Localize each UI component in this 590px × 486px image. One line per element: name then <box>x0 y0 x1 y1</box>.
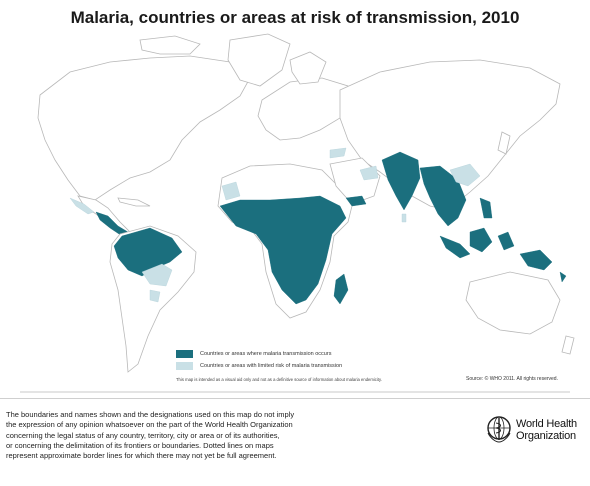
south-asia-risk <box>381 151 421 211</box>
legend-item-limited: Countries or areas with limited risk of … <box>176 360 342 372</box>
australia <box>465 271 561 335</box>
source-note: Source: © WHO 2011. All rights reserved. <box>466 376 558 382</box>
footer-line: the expression of any opinion whatsoever… <box>6 420 293 430</box>
solomon-risk <box>559 271 567 283</box>
footer-line: represent approximate border lines for w… <box>6 451 277 461</box>
legend-swatch-transmission <box>176 350 193 358</box>
map-title: Malaria, countries or areas at risk of t… <box>70 8 520 27</box>
legend-swatch-limited <box>176 362 193 370</box>
europe <box>257 77 353 141</box>
map-frame: Malaria, countries or areas at risk of t… <box>0 8 590 399</box>
who-name-line2: Organization <box>516 430 576 442</box>
who-emblem-icon <box>487 416 511 443</box>
footer-line: The boundaries and names shown and the d… <box>6 410 295 419</box>
philippines-risk <box>479 197 493 219</box>
canada-islands <box>139 35 201 55</box>
china-limited <box>449 163 481 187</box>
footer-disclaimer: The boundaries and names shown and the d… <box>6 410 446 461</box>
north-america <box>37 55 251 201</box>
indonesia-risk-2 <box>469 227 493 253</box>
indonesia-risk-3 <box>497 231 515 251</box>
south-america-limited <box>141 263 173 287</box>
yemen-risk <box>345 195 367 207</box>
caribbean <box>117 197 151 207</box>
greenland <box>227 33 291 87</box>
mexico-limited <box>69 197 95 215</box>
southeast-asia-risk <box>419 165 467 227</box>
new-guinea-risk <box>519 249 553 271</box>
who-name: World Health Organization <box>516 418 577 442</box>
madagascar <box>333 273 349 305</box>
japan <box>497 131 511 155</box>
iran-limited <box>359 165 379 181</box>
legend-item-transmission: Countries or areas where malaria transmi… <box>176 348 342 360</box>
north-africa-limited <box>221 181 241 201</box>
map-disclaimer: This map is intended as a visual aid onl… <box>176 377 382 382</box>
turkey-limited <box>329 147 347 159</box>
paraguay-limited <box>149 289 161 303</box>
footer-line: or concerning the delimitation of its fr… <box>6 440 274 450</box>
footer-line: concerning the legal status of any count… <box>6 430 280 440</box>
who-name-line1: World Health <box>516 418 577 430</box>
indonesia-risk-1 <box>439 235 471 259</box>
legend-label-transmission: Countries or areas where malaria transmi… <box>200 351 332 357</box>
who-logo: World Health Organization <box>486 415 586 445</box>
legend: Countries or areas where malaria transmi… <box>176 348 342 372</box>
new-zealand <box>561 335 575 355</box>
world-map <box>20 33 575 393</box>
africa-risk <box>219 195 347 305</box>
legend-label-limited: Countries or areas with limited risk of … <box>200 363 343 369</box>
scandinavia <box>289 51 327 85</box>
sri-lanka-limited <box>401 213 407 223</box>
